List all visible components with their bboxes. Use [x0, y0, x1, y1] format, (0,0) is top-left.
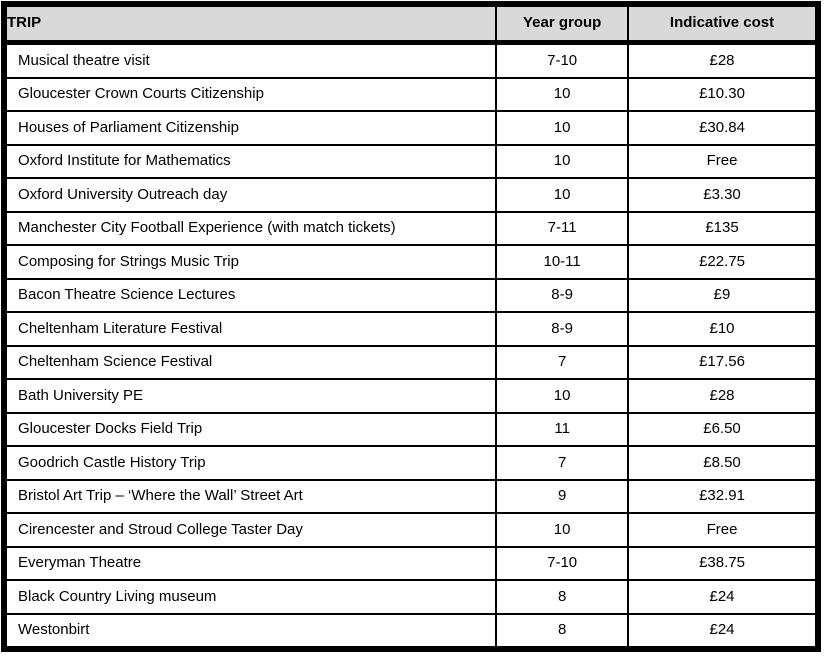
trip-name-cell: Houses of Parliament Citizenship	[2, 110, 498, 146]
indicative-cost-cell: £8.50	[627, 445, 819, 481]
trip-name-cell: Gloucester Docks Field Trip	[2, 411, 498, 447]
table-row: Bacon Theatre Science Lectures 8-9 £9	[2, 277, 819, 313]
year-group-cell: 7	[495, 344, 630, 380]
trip-name-cell: Cheltenham Literature Festival	[2, 311, 498, 347]
table-row: Oxford University Outreach day 10 £3.30	[2, 177, 819, 213]
trip-table-body: Musical theatre visit 7-10 £28 Glouceste…	[2, 41, 819, 650]
table-row: Manchester City Football Experience (wit…	[2, 210, 819, 246]
indicative-cost-cell: £10	[627, 311, 819, 347]
table-row: Everyman Theatre 7-10 £38.75	[2, 545, 819, 581]
indicative-cost-cell: £24	[627, 612, 819, 650]
trip-name-cell: Bath University PE	[2, 378, 498, 414]
indicative-cost-cell: £22.75	[627, 244, 819, 280]
trip-name-cell: Manchester City Football Experience (wit…	[2, 210, 498, 246]
trip-name-cell: Gloucester Crown Courts Citizenship	[2, 76, 498, 112]
column-header-year-group: Year group	[495, 3, 630, 45]
table-header: TRIP Year group Indicative cost	[2, 3, 819, 45]
indicative-cost-cell: £28	[627, 41, 819, 79]
trip-name-cell: Oxford University Outreach day	[2, 177, 498, 213]
table-row: Goodrich Castle History Trip 7 £8.50	[2, 445, 819, 481]
indicative-cost-cell: £9	[627, 277, 819, 313]
year-group-cell: 10	[495, 378, 630, 414]
trip-name-cell: Musical theatre visit	[2, 41, 498, 79]
table-row: Bath University PE 10 £28	[2, 378, 819, 414]
table-row: Musical theatre visit 7-10 £28	[2, 41, 819, 79]
indicative-cost-cell: £135	[627, 210, 819, 246]
table-row: Cirencester and Stroud College Taster Da…	[2, 512, 819, 548]
trip-name-cell: Bristol Art Trip – ‘Where the Wall’ Stre…	[2, 478, 498, 514]
year-group-cell: 7-10	[495, 41, 630, 79]
year-group-cell: 10	[495, 76, 630, 112]
table-row: Gloucester Docks Field Trip 11 £6.50	[2, 411, 819, 447]
indicative-cost-cell: £24	[627, 579, 819, 615]
year-group-cell: 7-11	[495, 210, 630, 246]
indicative-cost-cell: £32.91	[627, 478, 819, 514]
year-group-cell: 11	[495, 411, 630, 447]
indicative-cost-cell: £3.30	[627, 177, 819, 213]
indicative-cost-cell: £17.56	[627, 344, 819, 380]
table-row: Oxford Institute for Mathematics 10 Free	[2, 143, 819, 179]
indicative-cost-cell: £30.84	[627, 110, 819, 146]
table-row: Black Country Living museum 8 £24	[2, 579, 819, 615]
year-group-cell: 10	[495, 512, 630, 548]
trip-name-cell: Bacon Theatre Science Lectures	[2, 277, 498, 313]
table-row: Houses of Parliament Citizenship 10 £30.…	[2, 110, 819, 146]
table-row: Gloucester Crown Courts Citizenship 10 £…	[2, 76, 819, 112]
year-group-cell: 8-9	[495, 277, 630, 313]
indicative-cost-cell: Free	[627, 143, 819, 179]
year-group-cell: 8	[495, 579, 630, 615]
table-row: Composing for Strings Music Trip 10-11 £…	[2, 244, 819, 280]
year-group-cell: 8	[495, 612, 630, 650]
year-group-cell: 8-9	[495, 311, 630, 347]
trip-name-cell: Cirencester and Stroud College Taster Da…	[2, 512, 498, 548]
column-header-trip: TRIP	[2, 3, 498, 45]
trip-name-cell: Oxford Institute for Mathematics	[2, 143, 498, 179]
indicative-cost-cell: £28	[627, 378, 819, 414]
indicative-cost-cell: £38.75	[627, 545, 819, 581]
year-group-cell: 10	[495, 143, 630, 179]
table-row: Bristol Art Trip – ‘Where the Wall’ Stre…	[2, 478, 819, 514]
year-group-cell: 7-10	[495, 545, 630, 581]
trip-name-cell: Composing for Strings Music Trip	[2, 244, 498, 280]
table-row: Cheltenham Science Festival 7 £17.56	[2, 344, 819, 380]
school-trips-table: TRIP Year group Indicative cost Musical …	[1, 1, 821, 652]
year-group-cell: 7	[495, 445, 630, 481]
trip-name-cell: Black Country Living museum	[2, 579, 498, 615]
indicative-cost-cell: Free	[627, 512, 819, 548]
trip-name-cell: Cheltenham Science Festival	[2, 344, 498, 380]
trip-name-cell: Goodrich Castle History Trip	[2, 445, 498, 481]
indicative-cost-cell: £6.50	[627, 411, 819, 447]
year-group-cell: 10-11	[495, 244, 630, 280]
table-row: Westonbirt 8 £24	[2, 612, 819, 650]
header-row: TRIP Year group Indicative cost	[2, 3, 819, 45]
indicative-cost-cell: £10.30	[627, 76, 819, 112]
trip-name-cell: Westonbirt	[2, 612, 498, 650]
year-group-cell: 10	[495, 177, 630, 213]
year-group-cell: 9	[495, 478, 630, 514]
year-group-cell: 10	[495, 110, 630, 146]
table-row: Cheltenham Literature Festival 8-9 £10	[2, 311, 819, 347]
trip-name-cell: Everyman Theatre	[2, 545, 498, 581]
column-header-indicative-cost: Indicative cost	[627, 3, 819, 45]
